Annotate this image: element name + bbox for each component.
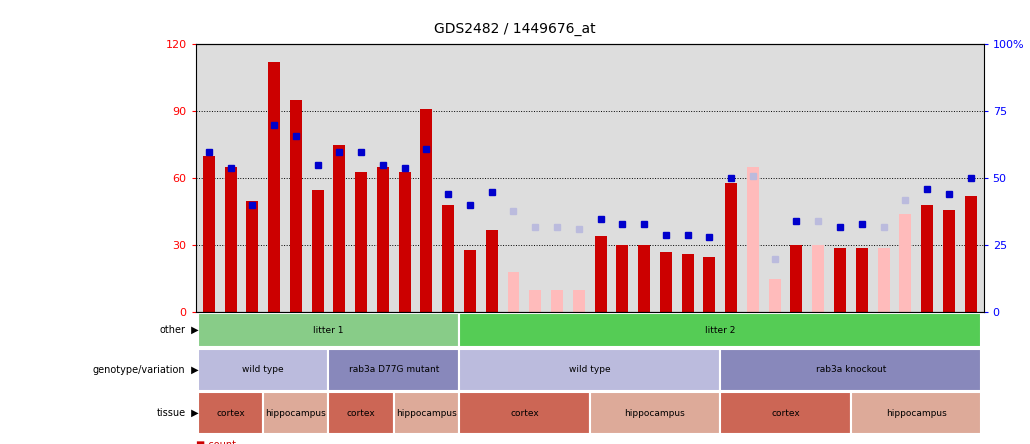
- Bar: [790, 246, 802, 313]
- Bar: [198, 349, 329, 391]
- Bar: [393, 392, 459, 434]
- Bar: [203, 156, 214, 313]
- Bar: [198, 313, 459, 347]
- Text: rab3a D77G mutant: rab3a D77G mutant: [348, 365, 439, 374]
- Bar: [590, 392, 720, 434]
- Bar: [747, 167, 759, 313]
- Bar: [725, 183, 737, 313]
- Text: cortex: cortex: [216, 409, 245, 418]
- Text: litter 1: litter 1: [313, 325, 344, 334]
- Bar: [660, 252, 672, 313]
- Bar: [703, 257, 716, 313]
- Bar: [355, 172, 367, 313]
- Bar: [965, 196, 976, 313]
- Bar: [594, 237, 607, 313]
- Bar: [899, 214, 912, 313]
- Bar: [921, 205, 933, 313]
- Text: ▶: ▶: [188, 365, 199, 375]
- Bar: [682, 254, 693, 313]
- Bar: [459, 349, 720, 391]
- Bar: [377, 167, 389, 313]
- Bar: [720, 392, 851, 434]
- Bar: [420, 109, 433, 313]
- Text: ▶: ▶: [188, 408, 199, 418]
- Bar: [529, 290, 541, 313]
- Bar: [442, 205, 454, 313]
- Bar: [268, 62, 280, 313]
- Bar: [246, 201, 259, 313]
- Bar: [264, 392, 329, 434]
- Bar: [459, 392, 589, 434]
- Text: genotype/variation: genotype/variation: [93, 365, 185, 375]
- Bar: [720, 349, 982, 391]
- Bar: [508, 272, 519, 313]
- Text: cortex: cortex: [510, 409, 539, 418]
- Bar: [639, 246, 650, 313]
- Bar: [486, 230, 497, 313]
- Bar: [813, 246, 824, 313]
- Bar: [459, 313, 982, 347]
- Text: ▶: ▶: [188, 325, 199, 335]
- Text: wild type: wild type: [242, 365, 284, 374]
- Bar: [573, 290, 585, 313]
- Bar: [329, 392, 393, 434]
- Text: hippocampus: hippocampus: [397, 409, 456, 418]
- Text: rab3a knockout: rab3a knockout: [816, 365, 886, 374]
- Bar: [851, 392, 982, 434]
- Text: tissue: tissue: [157, 408, 185, 418]
- Bar: [464, 250, 476, 313]
- Bar: [334, 145, 345, 313]
- Bar: [856, 248, 867, 313]
- Text: hippocampus: hippocampus: [624, 409, 685, 418]
- Bar: [942, 210, 955, 313]
- Bar: [289, 100, 302, 313]
- Bar: [329, 349, 459, 391]
- Text: wild type: wild type: [569, 365, 611, 374]
- Bar: [768, 279, 781, 313]
- Bar: [225, 167, 237, 313]
- Text: cortex: cortex: [771, 409, 800, 418]
- Bar: [551, 290, 563, 313]
- Bar: [198, 392, 263, 434]
- Text: cortex: cortex: [347, 409, 376, 418]
- Text: litter 2: litter 2: [706, 325, 735, 334]
- Text: hippocampus: hippocampus: [886, 409, 947, 418]
- Text: GDS2482 / 1449676_at: GDS2482 / 1449676_at: [435, 22, 595, 36]
- Bar: [399, 172, 411, 313]
- Bar: [834, 248, 846, 313]
- Text: other: other: [160, 325, 185, 335]
- Text: hippocampus: hippocampus: [266, 409, 327, 418]
- Bar: [312, 190, 323, 313]
- Text: ■ count: ■ count: [196, 440, 236, 444]
- Bar: [616, 246, 628, 313]
- Bar: [878, 248, 890, 313]
